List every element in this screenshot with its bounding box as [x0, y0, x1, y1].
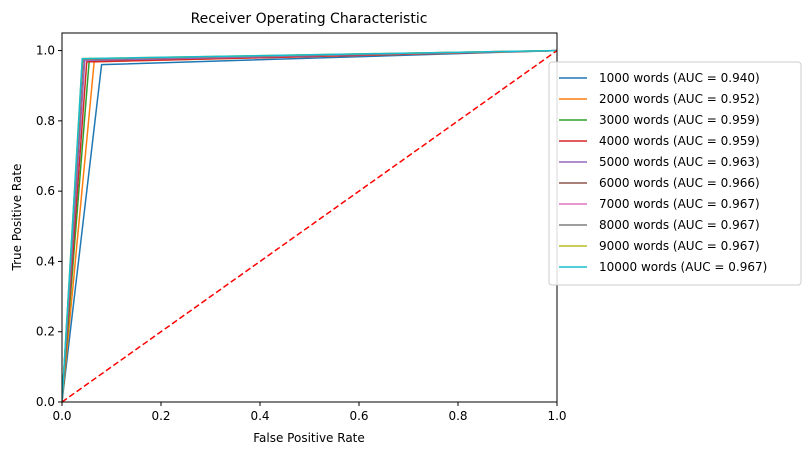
- chart-title: Receiver Operating Characteristic: [191, 11, 428, 27]
- legend-box: [548, 61, 802, 286]
- x-tick-label: 0.2: [151, 409, 170, 423]
- y-axis-label: True Positive Rate: [10, 164, 24, 272]
- legend-entry-label: 4000 words (AUC = 0.959): [599, 134, 760, 148]
- legend-entry-label: 3000 words (AUC = 0.959): [599, 113, 760, 127]
- plot-frame: [61, 32, 558, 403]
- y-tick-label: 0.0: [36, 395, 55, 409]
- x-tick-label: 1.0: [547, 409, 566, 423]
- y-tick-label: 1.0: [36, 44, 55, 58]
- y-axis-ticks: 0.0 0.2 0.4 0.6 0.8 1.0: [36, 44, 62, 409]
- legend-entry-label: 10000 words (AUC = 0.967): [599, 260, 767, 274]
- legend-entry-label: 8000 words (AUC = 0.967): [599, 218, 760, 232]
- roc-curve-1: [62, 49, 557, 402]
- reference-diagonal-line: [62, 49, 557, 402]
- x-tick-label: 0.0: [52, 409, 71, 423]
- legend-entry-label: 2000 words (AUC = 0.952): [599, 92, 760, 106]
- roc-curve-10: [62, 49, 557, 402]
- legend-entry-label: 1000 words (AUC = 0.940): [599, 71, 760, 85]
- legend-entry-label: 7000 words (AUC = 0.967): [599, 197, 760, 211]
- legend: 1000 words (AUC = 0.940) 2000 words (AUC …: [548, 61, 802, 286]
- legend-entry-label: 5000 words (AUC = 0.963): [599, 155, 760, 169]
- y-tick-label: 0.8: [36, 114, 55, 128]
- x-tick-label: 0.6: [349, 409, 368, 423]
- y-tick-label: 0.2: [36, 325, 55, 339]
- y-tick-label: 0.4: [36, 254, 55, 268]
- x-axis-label: False Positive Rate: [253, 431, 365, 445]
- legend-entry-label: 6000 words (AUC = 0.966): [599, 176, 760, 190]
- x-axis-ticks: 0.0 0.2 0.4 0.6 0.8 1.0: [52, 402, 567, 423]
- legend-entry-label: 9000 words (AUC = 0.967): [599, 239, 760, 253]
- x-tick-label: 0.4: [250, 409, 269, 423]
- y-tick-label: 0.6: [36, 184, 55, 198]
- x-tick-label: 0.8: [448, 409, 467, 423]
- plot-lines: [62, 49, 557, 402]
